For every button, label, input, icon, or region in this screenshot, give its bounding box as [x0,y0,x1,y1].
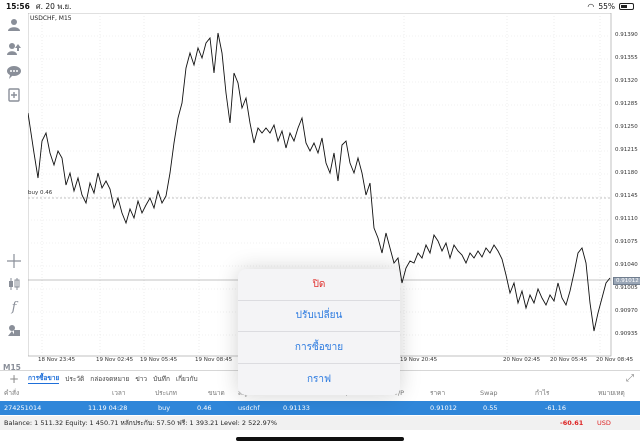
trade-button[interactable]: การซื้อขาย [238,332,400,364]
tab-history[interactable]: ประวัติ [65,374,85,383]
y-tick-label: 0.91075 [615,239,638,245]
x-tick-label: 20 Nov 05:45 [550,357,588,363]
x-tick-label: 20 Nov 02:45 [503,357,541,363]
chart-button[interactable]: กราฟ [306,373,332,385]
order-context-menu: ปิด ปรับเปลี่ยน การซื้อขาย กราฟ [238,269,400,395]
y-tick-label: 0.91110 [615,216,638,222]
x-tick-label: 19 Nov 20:45 [400,357,438,363]
y-tick-label: 0.90970 [615,308,638,314]
price-chart[interactable]: USDCHF, M15 buy 0.46 0.91390 0.91355 0.913… [28,13,640,370]
status-time: 15:56 [6,2,30,11]
col-price: ราคา [430,389,446,397]
x-tick-label: 19 Nov 08:45 [195,357,233,363]
crosshair-icon[interactable] [4,251,24,271]
col-profit: กำไร [535,389,550,397]
y-tick-label: 0.91250 [615,124,638,130]
modify-order-button[interactable]: ปรับเปลี่ยน [238,301,400,332]
y-tick-label: 0.90935 [615,331,638,337]
row-size: 0.46 [197,404,212,412]
status-bar: 15:56 ศ. 20 พ.ย. ◠ 55% [0,0,640,13]
tab-about[interactable]: เกี่ยวกับ [175,374,198,383]
col-order: คำสั่ง [4,389,20,397]
objects-icon[interactable] [4,320,24,340]
col-type: ประเภท [155,389,177,397]
row-profit: -61.16 [545,404,566,412]
tab-trade[interactable]: การซื้อขาย [28,374,60,384]
chat-icon[interactable] [4,62,24,82]
x-tick-label: 19 Nov 02:45 [96,357,134,363]
battery-percent: 55% [598,2,615,11]
row-symbol: usdchf [238,404,260,412]
row-type: buy [158,404,171,412]
y-tick-label: 0.91215 [615,147,638,153]
row-swap: 0.55 [483,404,498,412]
col-time: เวลา [112,389,126,397]
timeframe-label[interactable]: M15 [3,363,21,372]
col-swap: Swap [480,389,498,397]
balance-text: Balance: 1 511.32 Equity: 1 450.71 หลักป… [4,419,278,427]
status-right: ◠ 55% [587,2,634,11]
row-open-price: 0.91133 [283,404,310,412]
status-date: ศ. 20 พ.ย. [35,1,72,11]
home-indicator [236,437,404,441]
price-series-line [28,32,611,332]
y-tick-label: 0.91285 [615,101,638,107]
x-tick-label: 20 Nov 08:45 [596,357,634,363]
add-document-icon[interactable] [4,85,24,105]
col-size: ขนาด [208,389,225,397]
candles-icon[interactable] [4,274,24,294]
chart-canvas [28,13,612,357]
tab-news[interactable]: ข่าว [135,374,148,383]
row-order: 274251014 [4,404,42,412]
x-tick-label: 18 Nov 23:45 [38,357,76,363]
y-tick-label: 0.91320 [615,78,638,84]
col-tp: T/P [394,389,405,397]
currency-label: USD [597,419,611,427]
x-tick-label: 19 Nov 05:45 [140,357,178,363]
total-profit: -60.61 [560,419,584,427]
function-icon[interactable]: f [11,299,17,315]
chart-symbol: USDCHF, M15 [30,15,72,22]
expand-icon[interactable]: ⤢ [626,373,634,384]
buy-line-label: buy 0.46 [28,190,53,196]
row-price: 0.91012 [430,404,457,412]
wifi-icon: ◠ [587,2,595,11]
tab-mailbox[interactable]: กล่องจดหมาย [90,374,130,383]
y-tick-label: 0.91005 [615,285,638,291]
y-tick-label: 0.91180 [615,170,638,176]
current-price-box: 0.91012 [613,277,640,285]
user-icon[interactable] [4,15,24,35]
add-icon[interactable]: + [8,371,20,386]
y-tick-label: 0.91355 [615,55,638,61]
left-toolbar: f M15 [0,13,28,372]
upload-icon[interactable] [4,39,24,59]
row-time: 11.19 04:28 [88,404,128,412]
y-tick-label: 0.91040 [615,262,638,268]
table-row[interactable]: 274251014 11.19 04:28 buy 0.46 usdchf 0.… [0,401,640,415]
y-tick-label: 0.91390 [615,32,638,38]
tab-journal[interactable]: บันทึก [153,374,170,383]
close-order-button[interactable]: ปิด [238,269,400,301]
battery-icon [619,3,634,10]
balance-bar: Balance: 1 511.32 Equity: 1 450.71 หลักป… [0,416,640,430]
y-tick-label: 0.91145 [615,193,638,199]
col-comment: หมายเหตุ [598,389,625,397]
